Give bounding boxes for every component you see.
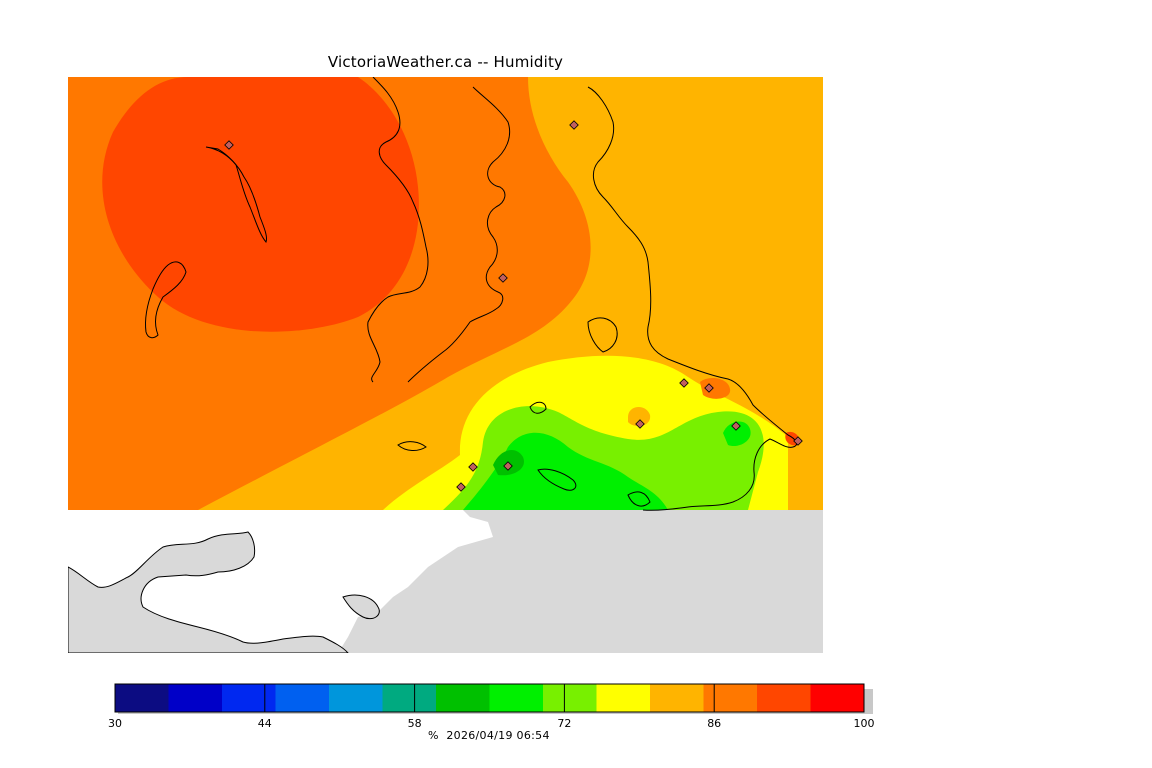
- legend-tick-label: 100: [853, 717, 875, 730]
- legend-tick-label: 86: [707, 717, 722, 730]
- band-65-70-east: [723, 421, 751, 447]
- station-marker: [569, 120, 579, 130]
- south-land: [68, 531, 349, 653]
- legend-ticks: [264, 684, 715, 712]
- station-marker: [731, 421, 741, 431]
- legend-bin-50-55: [329, 684, 383, 712]
- station-marker: [793, 436, 803, 446]
- legend-tick-label: 30: [108, 717, 122, 730]
- band-85-90-pocket: [700, 377, 731, 399]
- legend-tick-label: 44: [257, 717, 272, 730]
- legend-bin-40-45: [222, 684, 276, 712]
- legend-tick-label: 58: [407, 717, 422, 730]
- station-marker: [704, 383, 714, 393]
- legend-bin-85-90: [703, 684, 758, 712]
- station-marker: [456, 482, 466, 492]
- legend-bin-45-50: [275, 684, 330, 712]
- station-markers: [224, 120, 803, 492]
- humidity-map[interactable]: [68, 77, 823, 653]
- legend-shadow: [118, 689, 873, 714]
- south-inlet-land: [342, 594, 380, 620]
- legend-bins: [115, 684, 865, 712]
- legend-bin-70-75: [543, 684, 597, 712]
- legend-tick-label: 72: [557, 717, 572, 730]
- legend-bin-90-95: [757, 684, 811, 712]
- legend-bin-55-60: [382, 684, 437, 712]
- legend-bin-60-65: [436, 684, 490, 712]
- legend-bin-30-35: [115, 684, 169, 712]
- station-marker: [498, 273, 508, 283]
- station-marker: [224, 140, 234, 150]
- legend-bin-75-80: [596, 684, 651, 712]
- legend-bin-80-85: [650, 684, 704, 712]
- legend-bin-35-40: [168, 684, 223, 712]
- station-marker: [635, 419, 645, 429]
- legend-footer: % 2026/04/19 06:54: [428, 729, 550, 742]
- station-marker: [503, 461, 513, 471]
- legend-bin-65-70: [489, 684, 544, 712]
- legend-unit: %: [428, 729, 439, 742]
- legend-bin-95-100: [810, 684, 865, 712]
- band-80-85-pocket: [628, 406, 651, 427]
- map-title: VictoriaWeather.ca -- Humidity: [327, 53, 564, 71]
- humidity-field: [68, 77, 823, 510]
- coastlines: [145, 77, 798, 511]
- legend-border: [114, 683, 865, 713]
- station-marker: [679, 378, 689, 388]
- observation-datetime: 2026/04/19 06:54: [446, 729, 550, 742]
- band-90-95: [102, 77, 419, 332]
- station-marker: [468, 462, 478, 472]
